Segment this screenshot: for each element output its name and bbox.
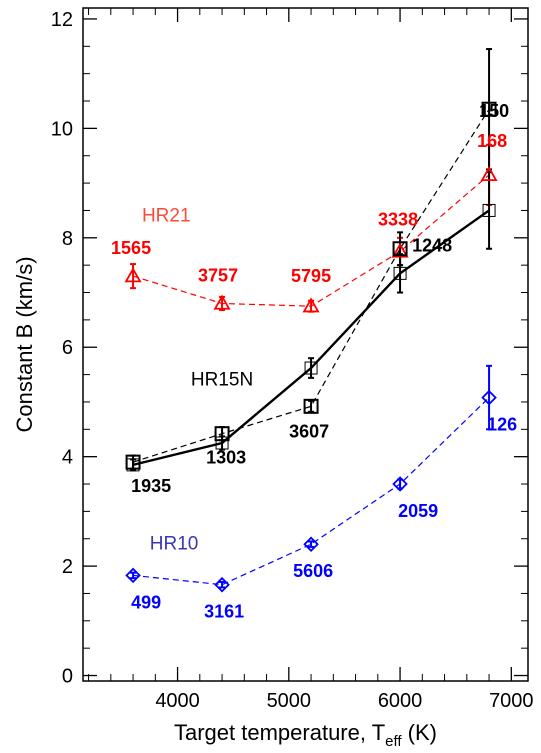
x-axis-title-main: Target temperature, T — [174, 720, 385, 745]
square-marker — [126, 458, 140, 472]
point-label: 2059 — [398, 501, 438, 521]
y-tick-label: 6 — [62, 337, 73, 359]
point-label: 3338 — [378, 209, 418, 229]
square-marker — [482, 203, 496, 217]
point-label: 3161 — [204, 602, 244, 622]
point-label: 126 — [487, 415, 517, 435]
y-tick-label: 8 — [62, 228, 73, 250]
point-label: 1248 — [412, 236, 452, 256]
diamond-marker — [303, 536, 319, 552]
y-tick-label: 10 — [51, 118, 73, 140]
series-markers — [124, 101, 498, 593]
series-line-hr15n — [132, 108, 490, 463]
group-label: HR15N — [191, 370, 253, 391]
point-label: 499 — [131, 592, 161, 612]
group-label: HR10 — [150, 534, 199, 555]
point-label: 5606 — [293, 561, 333, 581]
square-marker — [215, 436, 229, 450]
y-tick-label: 12 — [51, 9, 73, 31]
triangle-marker — [213, 294, 231, 310]
plot-frame — [82, 7, 529, 682]
point-label: 168 — [477, 131, 507, 151]
triangle-marker — [302, 297, 320, 313]
point-label: 3607 — [289, 421, 329, 441]
triangle-marker — [124, 267, 142, 283]
x-axis-title-sub: eff — [385, 733, 402, 750]
point-label: 5795 — [291, 266, 331, 286]
diamond-marker — [214, 576, 230, 593]
square-marker — [214, 426, 230, 442]
group-labels: HR21 HR15N HR10 — [142, 205, 253, 554]
diamond-marker — [125, 567, 141, 584]
x-axis-title: Target temperature, Teff (K) — [174, 720, 437, 750]
square-marker — [393, 266, 407, 280]
triangle-marker — [480, 166, 498, 182]
axis-ticks: 0 2 4 6 8 10 12 4000 5000 6000 7000 — [51, 8, 534, 712]
triangle-marker — [391, 242, 409, 258]
x-tick-label: 4000 — [155, 690, 200, 712]
square-marker — [304, 361, 318, 375]
point-label: 150 — [479, 101, 509, 121]
diamond-marker — [392, 476, 408, 492]
y-tick-label: 4 — [62, 447, 73, 469]
point-label: 3757 — [198, 265, 238, 285]
square-marker — [303, 398, 319, 414]
y-axis-title: Constant B (km/s) — [12, 256, 37, 432]
point-label: 1303 — [206, 448, 246, 468]
x-tick-label: 6000 — [378, 690, 423, 712]
point-label: 1565 — [111, 238, 151, 258]
diamond-marker — [481, 389, 497, 406]
y-tick-label: 2 — [62, 556, 73, 578]
point-labels: 1565 3757 5795 3338 168 1935 1303 3607 1248 150 49… — [111, 101, 517, 621]
x-axis-title-unit: (K) — [402, 720, 437, 745]
group-label: HR21 — [142, 205, 191, 226]
square-marker — [481, 101, 497, 117]
y-tick-label: 0 — [62, 666, 73, 688]
x-tick-label: 7000 — [489, 690, 534, 712]
x-tick-label: 5000 — [267, 690, 312, 712]
point-label: 1935 — [131, 476, 171, 496]
square-marker — [392, 241, 408, 257]
